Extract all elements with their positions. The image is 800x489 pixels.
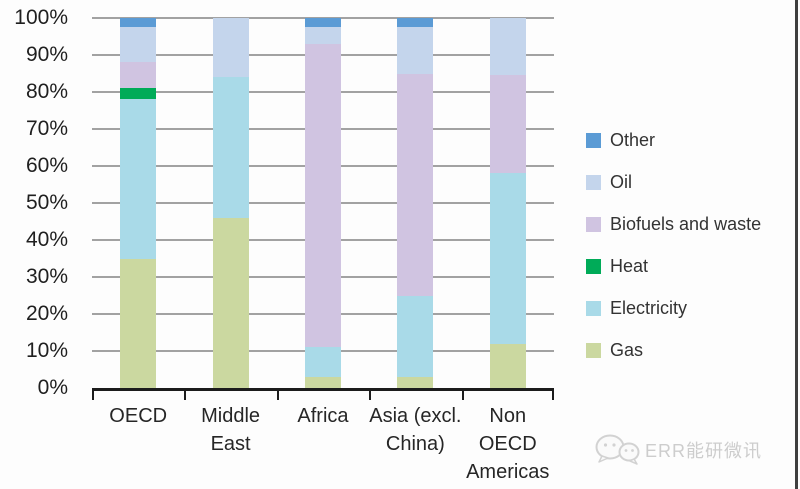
- x-axis-category-label: Middle East: [201, 405, 261, 455]
- x-axis-category-label: Africa: [297, 405, 349, 427]
- y-axis-tick-label: 90%: [25, 43, 68, 66]
- gridline-100: [92, 17, 554, 19]
- y-axis-tick-label: 10%: [25, 339, 68, 362]
- bar-segment: [397, 18, 434, 28]
- legend-item-oil: Oil: [586, 161, 761, 203]
- legend-item-electricity: Electricity: [586, 287, 761, 329]
- legend-label: Oil: [610, 171, 632, 192]
- bar-segment: [304, 27, 341, 44]
- bar-segment: [120, 18, 157, 28]
- y-axis-tick-label: 60%: [25, 154, 68, 177]
- legend-swatch: [586, 342, 601, 358]
- bar-segment: [120, 99, 157, 259]
- x-axis-tick: [184, 391, 187, 400]
- x-axis-labels: OECD Middle East Africa Asia (excl. China) N…: [92, 402, 554, 486]
- bar-segment: [489, 75, 526, 174]
- bar-segment: [304, 18, 341, 28]
- x-axis-tick: [461, 391, 464, 400]
- bar-non-oecd-americas: [489, 18, 526, 388]
- y-axis-tick-label: 30%: [25, 265, 68, 288]
- bar-segment: [212, 77, 249, 218]
- y-axis-tick-label: 80%: [25, 80, 68, 103]
- bar-segment: [120, 88, 157, 100]
- chat-bubbles-icon: [595, 434, 640, 465]
- x-axis-category-label: Non OECD Americas: [466, 405, 550, 483]
- bar-segment: [489, 173, 526, 344]
- legend-swatch: [586, 216, 601, 232]
- legend-swatch: [586, 258, 601, 274]
- bar-segment: [489, 18, 526, 76]
- legend-item-other: Other: [586, 119, 761, 161]
- bar-segment: [120, 62, 157, 89]
- legend-item-heat: Heat: [586, 245, 761, 287]
- plot-area: [92, 17, 554, 400]
- category-slot: [462, 18, 554, 388]
- y-axis-tick-label: 40%: [25, 228, 68, 251]
- category-slot: [184, 18, 276, 388]
- bar-middle-east: [212, 18, 249, 388]
- legend-item-biofuels-and-waste: Biofuels and waste: [586, 203, 761, 245]
- legend-item-gas: Gas: [586, 329, 761, 371]
- y-axis-tick-label: 100%: [14, 6, 68, 29]
- category-slot: [369, 18, 461, 388]
- y-axis-tick-label: 0%: [37, 376, 68, 399]
- watermark: ERR能研微讯: [594, 428, 762, 472]
- bar-segment: [397, 295, 434, 377]
- x-axis-category-label: OECD: [109, 405, 168, 427]
- bar-segment: [304, 376, 341, 388]
- bar-segment: [120, 258, 157, 388]
- bar-segment: [212, 18, 249, 78]
- x-axis-category-label: Asia (excl. China): [369, 405, 462, 455]
- right-edge-line: [795, 0, 798, 489]
- legend-swatch: [586, 300, 601, 316]
- bar-segment: [397, 73, 434, 296]
- x-axis-tick: [369, 391, 372, 400]
- bar-oecd: [120, 18, 157, 388]
- x-axis-tick: [552, 391, 554, 400]
- bar-segment: [397, 27, 434, 74]
- bar-segment: [489, 343, 526, 388]
- legend: Other Oil Biofuels and waste Heat Electricit…: [586, 119, 761, 371]
- x-axis-tick: [276, 391, 279, 400]
- bar-asia-excl-china-: [397, 18, 434, 388]
- x-axis-tick: [92, 391, 94, 400]
- y-axis-labels: 100% 90% 80% 70% 60% 50% 40% 30% 20% 10% 0%: [0, 6, 80, 399]
- legend-label: Other: [610, 129, 656, 150]
- legend-label: Heat: [610, 255, 649, 276]
- y-axis-tick-label: 70%: [25, 117, 68, 140]
- legend-label: Biofuels and waste: [610, 213, 762, 234]
- category-slot: [92, 18, 184, 388]
- bar-segment: [304, 347, 341, 377]
- watermark-text: ERR能研微讯: [645, 441, 763, 461]
- bar-segment: [212, 217, 249, 388]
- legend-swatch: [586, 174, 601, 190]
- legend-label: Gas: [610, 339, 644, 360]
- bar-segment: [304, 43, 341, 348]
- y-axis-tick-label: 20%: [25, 302, 68, 325]
- legend-label: Electricity: [610, 297, 688, 318]
- y-axis-tick-label: 50%: [25, 191, 68, 214]
- bar-segment: [120, 27, 157, 63]
- bar-segment: [397, 376, 434, 388]
- legend-swatch: [586, 132, 601, 148]
- category-slot: [277, 18, 369, 388]
- bar-africa: [304, 18, 341, 388]
